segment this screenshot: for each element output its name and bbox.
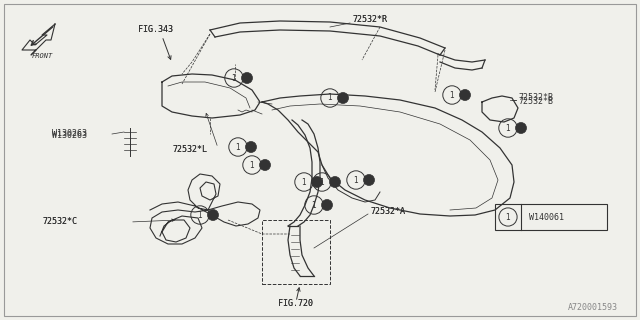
Text: 72532*R: 72532*R: [352, 15, 387, 24]
Text: 72532*C: 72532*C: [42, 217, 77, 226]
Text: 1: 1: [236, 142, 241, 151]
Text: 1: 1: [354, 175, 358, 185]
Text: 72532*A: 72532*A: [370, 207, 405, 216]
Circle shape: [241, 73, 253, 84]
Text: FIG.720: FIG.720: [278, 299, 313, 308]
Text: 1: 1: [232, 74, 236, 83]
Text: 72532*A: 72532*A: [370, 207, 405, 216]
Circle shape: [337, 92, 349, 103]
Text: 72532*L: 72532*L: [172, 145, 207, 154]
Text: 72532*B: 72532*B: [518, 97, 553, 106]
Text: FIG.343: FIG.343: [138, 25, 173, 34]
Text: 72532*C: 72532*C: [42, 217, 77, 226]
Text: FIG.343: FIG.343: [138, 25, 173, 34]
Circle shape: [460, 90, 470, 100]
Bar: [262, 220, 330, 284]
Text: 1: 1: [319, 178, 324, 187]
Text: 1: 1: [506, 212, 510, 221]
Text: 1: 1: [301, 178, 307, 187]
Text: 72532*L: 72532*L: [172, 145, 207, 154]
Text: 1: 1: [250, 161, 254, 170]
Text: A720001593: A720001593: [568, 303, 618, 312]
Text: 1: 1: [198, 211, 202, 220]
Text: 72532*B: 72532*B: [518, 93, 553, 102]
Circle shape: [321, 199, 333, 211]
Text: W130263: W130263: [52, 129, 87, 138]
Circle shape: [259, 159, 271, 171]
Text: 1: 1: [506, 124, 510, 132]
Circle shape: [246, 141, 257, 153]
Text: 1: 1: [328, 93, 332, 102]
Text: 72532*R: 72532*R: [352, 15, 387, 24]
Text: FIG.720: FIG.720: [278, 299, 313, 308]
Circle shape: [364, 174, 374, 186]
Text: FRONT: FRONT: [31, 53, 52, 59]
Circle shape: [330, 177, 340, 188]
Circle shape: [312, 177, 323, 188]
Bar: [495, 204, 607, 230]
Text: 1: 1: [312, 201, 316, 210]
Text: W140061: W140061: [529, 212, 564, 221]
Text: 1: 1: [450, 91, 454, 100]
Circle shape: [207, 210, 218, 220]
Circle shape: [515, 123, 527, 133]
Text: W130263: W130263: [52, 131, 87, 140]
